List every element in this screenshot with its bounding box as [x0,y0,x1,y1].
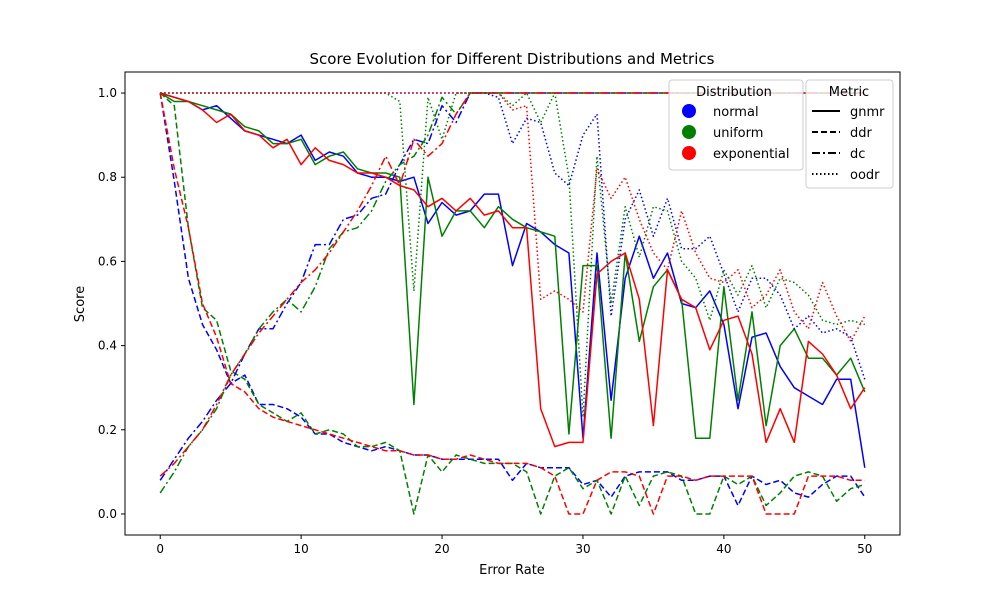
legend-marker-uniform [682,125,696,139]
legend-metric-box [805,79,894,189]
x-axis-label: Error Rate [479,563,545,578]
x-tick-label: 50 [857,542,872,556]
y-tick-label: 0.2 [98,423,117,437]
legend-marker-normal [682,104,696,118]
x-tick-label: 0 [156,542,164,556]
y-tick-label: 0.6 [98,254,117,268]
legend-label-ddr: ddr [850,126,873,141]
y-tick-label: 0.4 [98,339,117,353]
legend-distribution: Distribution normal uniform exponential [668,79,804,171]
legend-metric: Metric gnmr ddr dc oodr [805,79,894,189]
x-tick-label: 30 [575,542,590,556]
x-tick-label: 40 [716,542,731,556]
y-tick-label: 0.8 [98,170,117,184]
series-line-exponential-oodr [160,92,866,343]
x-tick-label: 20 [434,542,449,556]
y-tick-label: 1.0 [98,86,117,100]
x-tick-label: 10 [293,542,308,556]
legend-label-exponential: exponential [713,147,789,162]
legend-distribution-box [668,79,804,171]
series-line-exponential-gnmr [159,92,866,448]
series-line-normal-gnmr [159,92,866,468]
y-tick-label: 0.0 [98,507,117,521]
legend-label-normal: normal [713,105,759,120]
series-line-uniform-dc [159,92,865,494]
y-axis-label: Score [73,286,88,322]
series-line-uniform-ddr [159,92,866,515]
axis-ticks: 0 10 20 30 40 50 0.0 0.2 0.4 0.6 0.8 1.0 [98,86,873,556]
legend-label-gnmr: gnmr [850,105,885,120]
axes-frame [124,71,901,536]
legend-label-oodr: oodr [850,168,880,183]
series-line-normal-ddr [159,92,866,507]
legend-metric-title: Metric [829,85,869,100]
chart-title: Score Evolution for Different Distributi… [310,50,715,68]
series-line-exponential-ddr [159,92,865,515]
legend-marker-exponential [682,146,696,160]
legend-label-uniform: uniform [713,126,763,141]
legend-label-dc: dc [850,147,865,162]
legend-distribution-title: Distribution [696,85,772,100]
